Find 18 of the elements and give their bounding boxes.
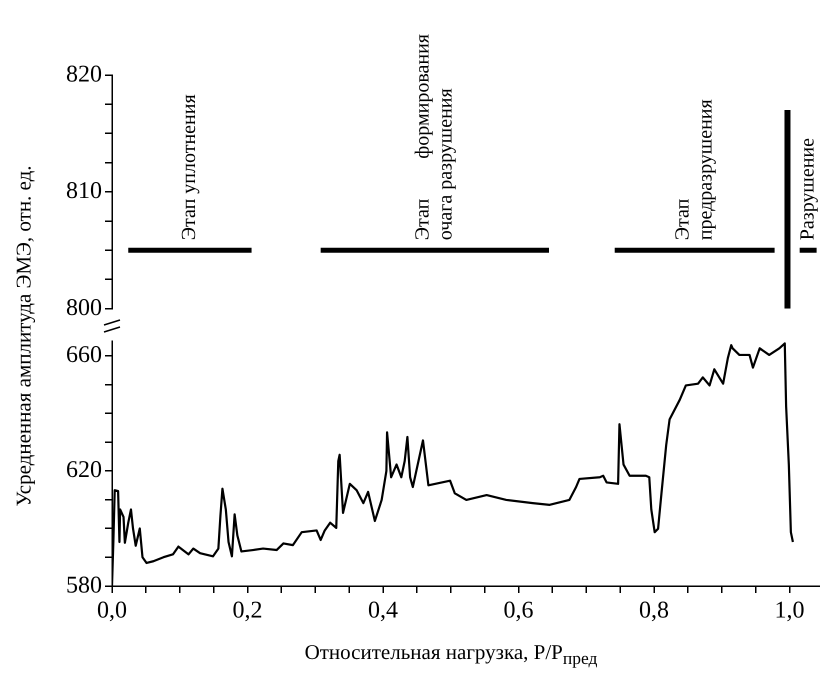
x-tick-label: 0,6	[504, 598, 534, 624]
text: Разрушение	[796, 138, 818, 240]
x-tick-label: 0,0	[97, 598, 127, 624]
text: Этап уплотнения	[178, 94, 200, 240]
y-tick-label: 820	[66, 61, 102, 88]
x-axis-title: Относительная нагрузка, P/P$_{пред}$	[304, 640, 598, 670]
y-tick-label: 620	[66, 457, 102, 484]
y-tick-label: 660	[66, 342, 102, 368]
text: Этап предразрушения	[671, 99, 716, 240]
x-tick-label: 0,2	[232, 598, 262, 624]
x-tick-label: 0,8	[639, 598, 670, 624]
y-tick-label: 810	[66, 178, 102, 204]
y-tick-label: 580	[66, 572, 102, 598]
x-tick-label: 1,0	[774, 598, 805, 624]
y-axis-title: Усредненная амплитуда ЭМЭ, отн. ед.	[12, 165, 36, 507]
text: Этап формирования очага разрушения	[412, 34, 457, 240]
x-tick-label: 0,4	[368, 598, 398, 624]
y-tick-label: 800	[66, 294, 102, 321]
